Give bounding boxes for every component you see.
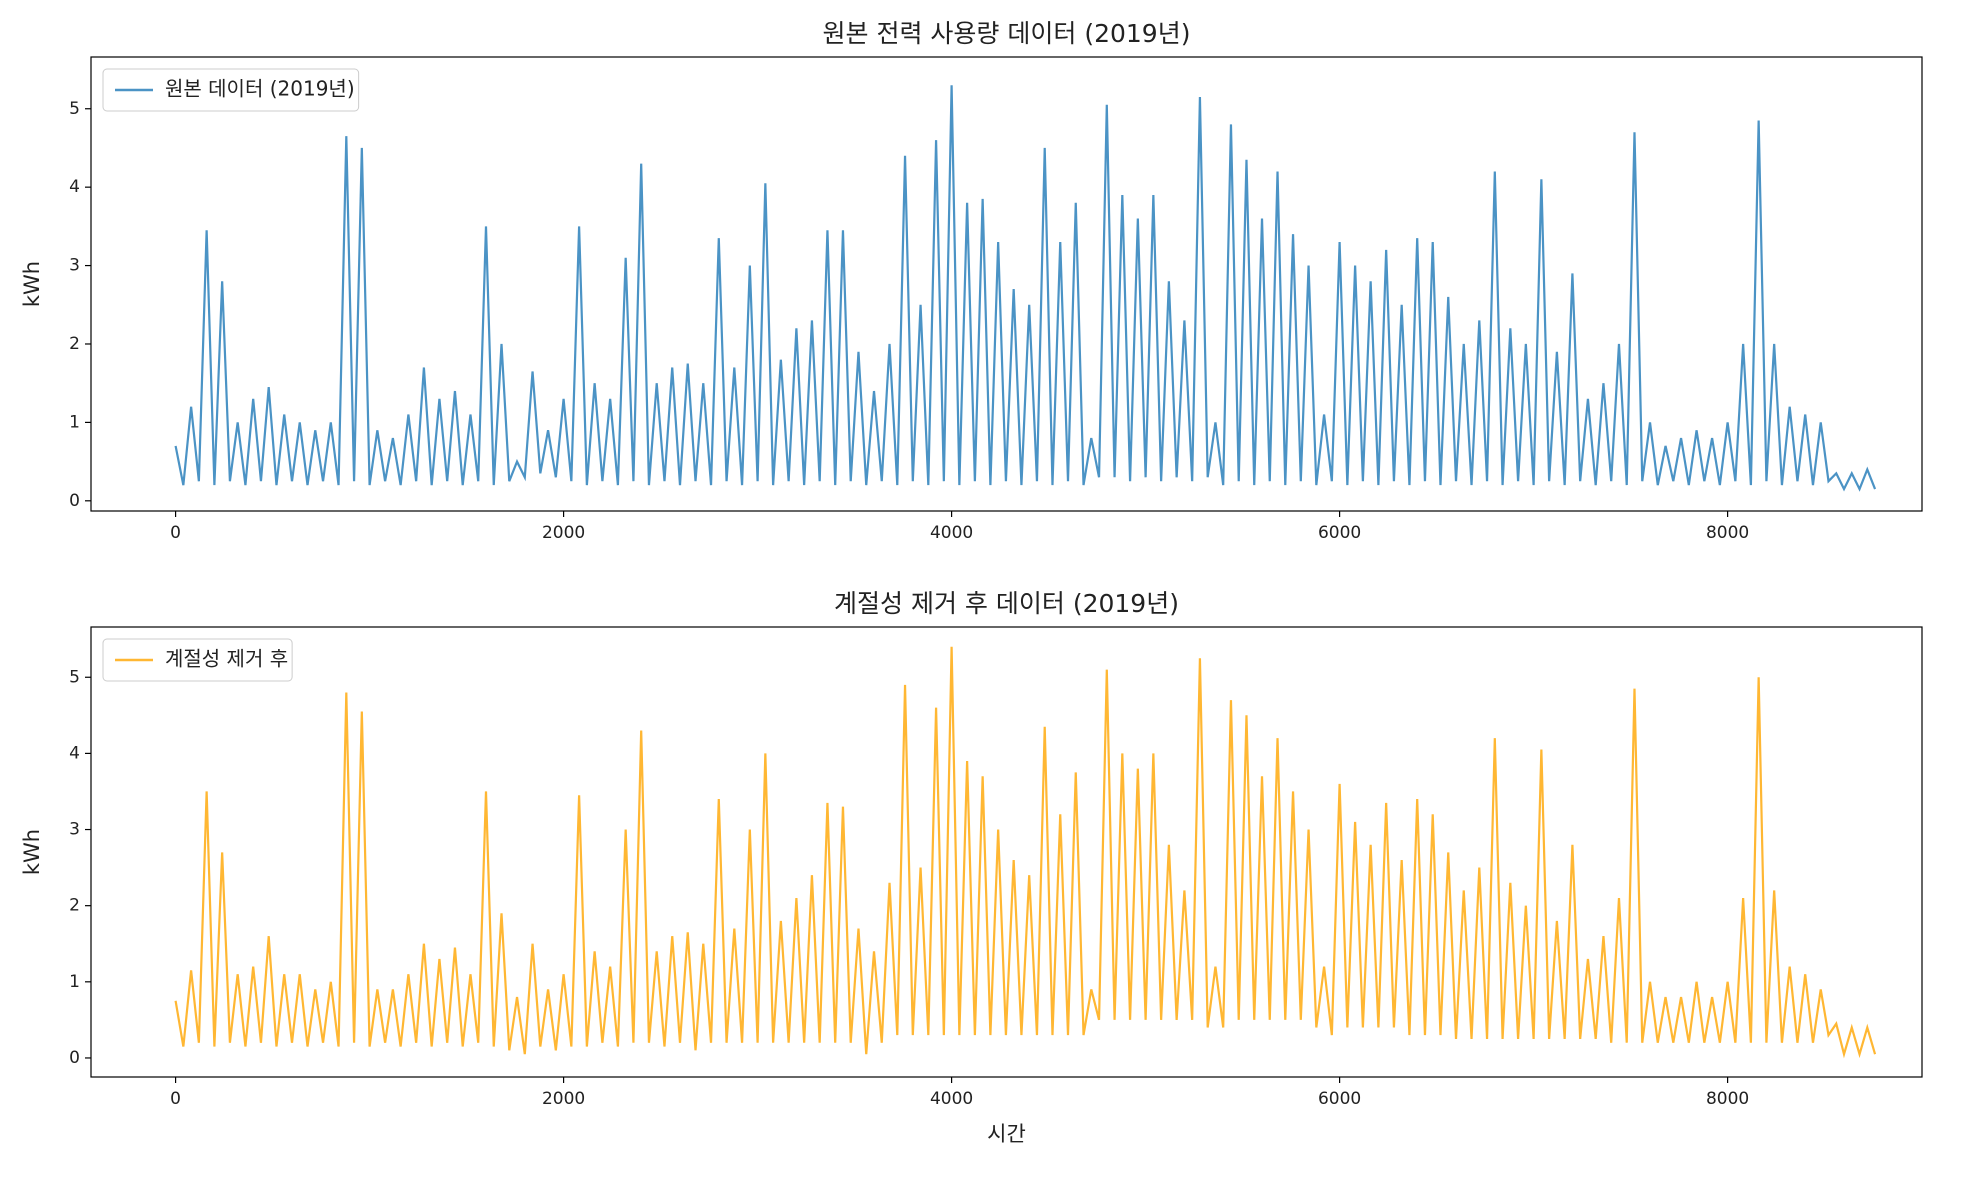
y-tick-label: 5 (69, 99, 80, 119)
y-axis-label: kWh (20, 261, 44, 307)
y-tick-label: 0 (69, 1048, 80, 1068)
plot-frame (90, 56, 1923, 512)
legend-box (102, 638, 293, 682)
x-tick-label: 6000 (1318, 523, 1361, 543)
x-tick-label: 4000 (930, 523, 973, 543)
legend-label: 계절성 제거 후 (165, 647, 288, 671)
x-tick-label: 4000 (930, 1089, 973, 1109)
y-tick-label: 2 (69, 896, 80, 916)
x-tick-label: 6000 (1318, 1089, 1361, 1109)
legend: 원본 데이터 (2019년) (102, 68, 360, 112)
x-tick-label: 8000 (1706, 523, 1749, 543)
legend-box (102, 68, 360, 112)
y-tick-label: 0 (69, 491, 80, 511)
y-tick-label: 1 (69, 972, 80, 992)
legend: 계절성 제거 후 (102, 638, 293, 682)
y-tick-label: 5 (69, 667, 80, 687)
x-axis-label: 시간 (987, 1122, 1026, 1146)
chart-title: 원본 전력 사용량 데이터 (2019년) (823, 19, 1191, 48)
subplot: 원본 전력 사용량 데이터 (2019년) kWh 0 2000 4000 6000 800… (20, 19, 1923, 543)
x-tick-label: 2000 (542, 523, 585, 543)
data-line (174, 646, 1877, 1059)
y-tick-label: 1 (69, 412, 80, 432)
chart-title: 계절성 제거 후 데이터 (2019년) (834, 589, 1179, 618)
data-line (174, 85, 1877, 492)
x-tick-label: 0 (170, 523, 181, 543)
y-tick-label: 4 (69, 743, 80, 763)
y-axis-label: kWh (20, 829, 44, 875)
subplot: 계절성 제거 후 데이터 (2019년) kWh 시간 0 2000 4000 6000 80… (20, 589, 1923, 1146)
x-tick-label: 0 (170, 1089, 181, 1109)
y-tick-label: 3 (69, 820, 80, 840)
x-tick-label: 8000 (1706, 1089, 1749, 1109)
legend-label: 원본 데이터 (2019년) (165, 77, 355, 101)
x-tick-label: 2000 (542, 1089, 585, 1109)
y-tick-label: 2 (69, 334, 80, 354)
y-tick-label: 3 (69, 256, 80, 276)
y-tick-label: 4 (69, 177, 80, 197)
plot-frame (90, 626, 1923, 1078)
